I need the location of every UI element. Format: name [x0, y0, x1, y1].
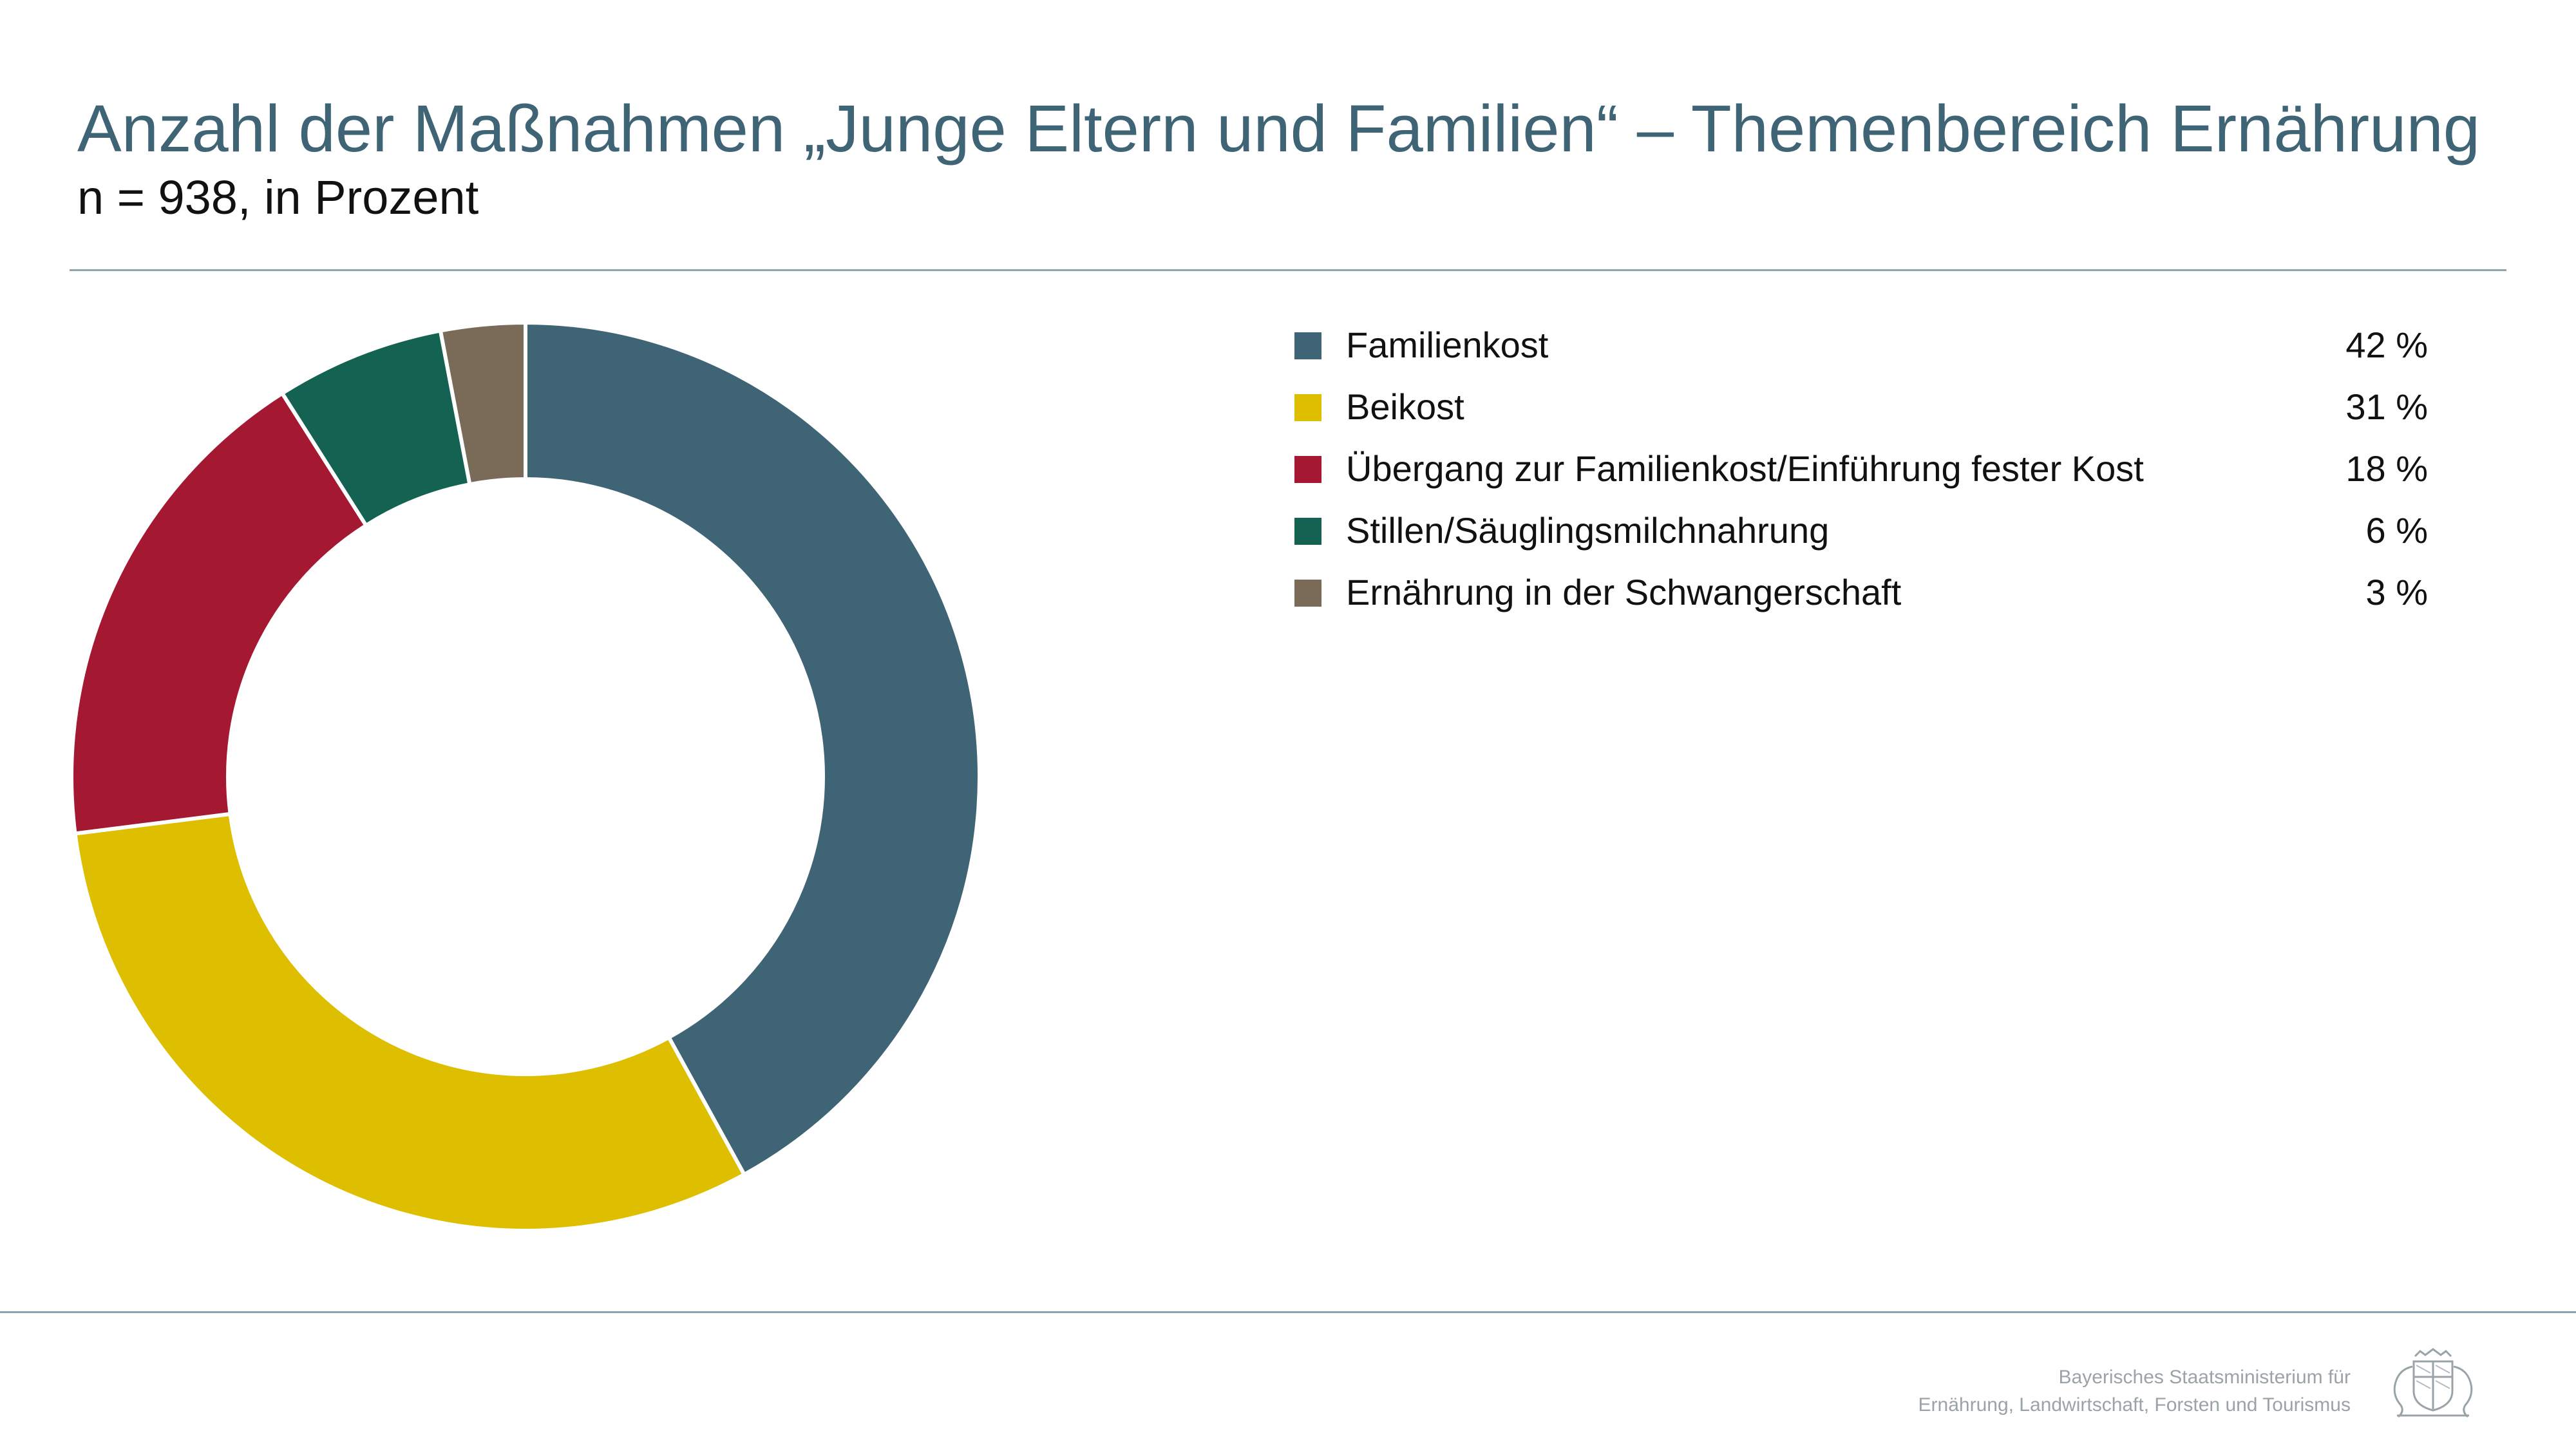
footer-divider [0, 1311, 2576, 1313]
legend-item-familienkost: Familienkost 42 % [1294, 321, 2428, 383]
chart-legend: Familienkost 42 % Beikost 31 % Übergang … [1294, 321, 2428, 630]
legend-value: 6 % [2365, 510, 2429, 551]
donut-slice-uebergang [70, 391, 368, 836]
legend-item-uebergang: Übergang zur Familienkost/Einführung fes… [1294, 444, 2428, 506]
bavarian-coat-of-arms-icon [2393, 1348, 2473, 1418]
donut-slice-beikost [73, 811, 746, 1233]
chart-title: Anzahl der Maßnahmen „Junge Eltern und F… [77, 91, 2481, 166]
legend-swatch [1294, 456, 1321, 483]
header-divider [70, 269, 2506, 271]
legend-value: 18 % [2345, 448, 2428, 489]
legend-label: Ernährung in der Schwangerschaft [1346, 572, 1902, 612]
legend-item-stillen: Stillen/Säuglingsmilchnahrung 6 % [1294, 506, 2428, 568]
ministry-name-line-1: Bayerisches Staatsministerium für [2058, 1367, 2351, 1388]
legend-label: Stillen/Säuglingsmilchnahrung [1346, 510, 1830, 551]
legend-swatch [1294, 332, 1321, 359]
legend-label: Familienkost [1346, 325, 1549, 365]
legend-label: Beikost [1346, 386, 1464, 427]
donut-chart [70, 321, 981, 1233]
legend-swatch [1294, 518, 1321, 545]
legend-item-beikost: Beikost 31 % [1294, 383, 2428, 444]
legend-swatch [1294, 580, 1321, 607]
legend-value: 31 % [2345, 386, 2428, 427]
legend-value: 42 % [2345, 325, 2428, 365]
legend-label: Übergang zur Familienkost/Einführung fes… [1346, 448, 2144, 489]
donut-slices [70, 321, 981, 1233]
legend-item-schwangerschaft: Ernährung in der Schwangerschaft 3 % [1294, 568, 2428, 630]
legend-value: 3 % [2365, 572, 2429, 612]
ministry-name-line-2: Ernährung, Landwirtschaft, Forsten und T… [1918, 1394, 2351, 1416]
ministry-name: Bayerisches Staatsministerium für Ernähr… [1918, 1364, 2351, 1419]
donut-slice-schwangerschaft [438, 321, 527, 487]
chart-subtitle: n = 938, in Prozent [77, 171, 479, 224]
donut-slice-familienkost [524, 321, 981, 1177]
legend-swatch [1294, 394, 1321, 421]
